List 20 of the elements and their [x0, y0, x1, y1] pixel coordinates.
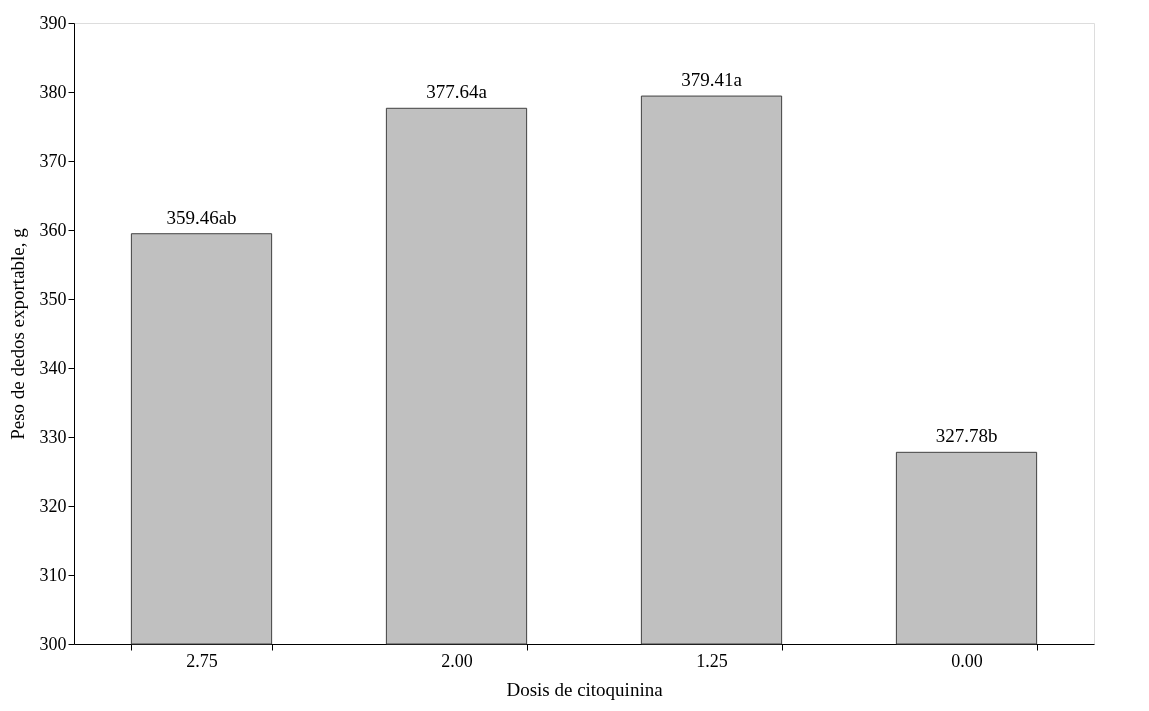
y-tick-label: 330: [39, 426, 67, 447]
data-label: 359.46ab: [166, 206, 237, 228]
y-tick-label: 370: [39, 150, 67, 171]
x-tick-label: 1.25: [696, 650, 728, 671]
data-label: 379.41a: [681, 69, 743, 91]
x-tick-label: 2.75: [186, 650, 218, 671]
y-tick-label: 320: [39, 495, 67, 516]
y-tick-label: 300: [39, 633, 67, 654]
data-label: 377.64a: [426, 81, 488, 103]
y-tick-label: 390: [39, 12, 67, 33]
y-tick-label: 310: [39, 564, 67, 585]
x-tick-label: 2.00: [441, 650, 473, 671]
x-axis-title: Dosis de citoquinina: [506, 678, 664, 700]
y-tick-label: 380: [39, 81, 67, 102]
y-tick-label: 350: [39, 288, 67, 309]
data-label: 327.78b: [935, 425, 998, 447]
y-tick-label: 340: [39, 357, 67, 378]
y-axis-title: Peso de dedos exportable, g: [6, 227, 28, 440]
y-tick-label: 360: [39, 219, 67, 240]
x-tick-label: 0.00: [951, 650, 983, 671]
